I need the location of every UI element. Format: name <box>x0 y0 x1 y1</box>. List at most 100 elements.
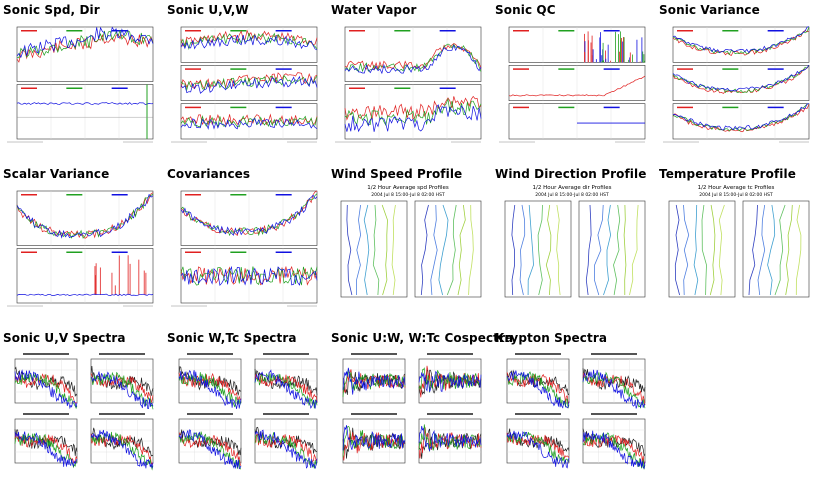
spectrum-line <box>582 434 646 465</box>
plot-thumbnail[interactable]: 1/2 Hour Average dir Profiles 2004 Jul 8 … <box>495 181 650 309</box>
plot-panel[interactable]: Wind Speed Profile 1/2 Hour Average spd P… <box>331 167 491 315</box>
panel-title[interactable]: Sonic U,V Spectra <box>3 331 126 345</box>
spectrum-line <box>506 431 570 464</box>
spectrum-line <box>178 372 242 401</box>
spectrum-line <box>90 373 154 403</box>
plot-thumbnail[interactable] <box>3 17 158 145</box>
legend-swatch <box>603 106 620 109</box>
panel-title[interactable]: Sonic U,V,W <box>167 3 249 17</box>
panel-title[interactable]: Krypton Spectra <box>495 331 608 345</box>
panel-title[interactable]: Sonic W,Tc Spectra <box>167 331 297 345</box>
panel-title[interactable]: Temperature Profile <box>659 167 796 181</box>
profile-line <box>683 204 690 296</box>
plot-panel[interactable]: Sonic U,V Spectra <box>3 331 163 479</box>
legend-swatch <box>185 30 201 32</box>
spectrum-line <box>90 371 154 409</box>
profile-line <box>774 204 786 296</box>
profile-line <box>511 204 516 296</box>
legend-swatch <box>111 194 128 196</box>
profile-line <box>767 204 776 296</box>
series-line <box>180 32 318 51</box>
plot-panel[interactable]: Temperature Profile 1/2 Hour Average tc P… <box>659 167 819 315</box>
plot-thumbnail[interactable] <box>3 181 158 309</box>
spectrum-title <box>99 353 145 355</box>
legend-swatch <box>513 68 529 70</box>
legend-swatch <box>230 194 247 196</box>
spectrum-title <box>427 353 473 355</box>
plot-panel[interactable]: Sonic Spd, Dir <box>3 3 163 151</box>
panel-title[interactable]: Water Vapor <box>331 3 417 17</box>
panel-title[interactable]: Sonic Variance <box>659 3 760 17</box>
panel-title[interactable]: Sonic QC <box>495 3 556 17</box>
plot-panel[interactable]: Wind Direction Profile 1/2 Hour Average d… <box>495 167 655 315</box>
panel-title[interactable]: Covariances <box>167 167 251 181</box>
plot-panel[interactable]: Scalar Variance <box>3 167 163 315</box>
spectrum-line <box>418 370 482 393</box>
panel-title[interactable]: Wind Speed Profile <box>331 167 463 181</box>
legend-swatch <box>111 87 128 89</box>
legend-swatch <box>513 30 529 32</box>
plot-panel[interactable]: Sonic W,Tc Spectra <box>167 331 327 479</box>
plot-panel[interactable]: Sonic QC <box>495 3 655 151</box>
profile-line <box>629 204 639 296</box>
profile-line <box>420 204 429 296</box>
legend-swatch <box>111 251 128 253</box>
legend-swatch <box>439 30 456 32</box>
plot-thumbnail[interactable] <box>167 181 322 309</box>
series-line <box>672 64 810 92</box>
legend-swatch <box>603 68 620 70</box>
panel-title[interactable]: Scalar Variance <box>3 167 110 181</box>
legend-swatch <box>275 106 292 109</box>
legend-swatch <box>558 106 575 109</box>
spectrum-line <box>342 367 406 395</box>
plot-thumbnail[interactable] <box>167 17 322 145</box>
spectrum-line <box>90 429 154 469</box>
plot-thumbnail[interactable] <box>659 17 814 145</box>
profile-line <box>438 204 449 296</box>
plot-panel[interactable]: Sonic U,V,W <box>167 3 327 151</box>
plot-panel[interactable]: Water Vapor <box>331 3 491 151</box>
profile-caption: 1/2 Hour Average spd Profiles <box>367 185 449 191</box>
profile-caption-dates: 2004 Jul 8 15:00-Jul 8 02:00 HST <box>699 192 773 198</box>
spectrum-line <box>14 369 78 410</box>
spectrum-line <box>342 425 406 458</box>
plot-thumbnail[interactable] <box>331 345 486 473</box>
spectrum-title <box>591 413 637 415</box>
plot-thumbnail[interactable]: 1/2 Hour Average spd Profiles 2004 Jul 8 … <box>331 181 486 309</box>
profile-frame <box>504 200 572 298</box>
profile-frame <box>340 200 408 298</box>
plot-panel[interactable]: Sonic Variance <box>659 3 819 151</box>
profile-frame <box>578 200 646 298</box>
spectrum-line <box>90 371 154 410</box>
plot-thumbnail[interactable] <box>3 345 158 473</box>
spectrum-title <box>351 413 397 415</box>
panel-title[interactable]: Sonic Spd, Dir <box>3 3 100 17</box>
legend-swatch <box>21 87 37 89</box>
plot-thumbnail[interactable] <box>495 17 650 145</box>
spectrum-title <box>591 353 637 355</box>
plot-thumbnail[interactable] <box>167 345 322 473</box>
spectrum-line <box>14 432 78 469</box>
profile-line <box>430 204 438 296</box>
profile-line <box>519 204 526 296</box>
legend-swatch <box>21 251 37 253</box>
plot-panel[interactable]: Sonic U:W, W:Tc Cospectra <box>331 331 513 479</box>
plot-image <box>7 190 154 307</box>
spectrum-line <box>418 424 482 452</box>
panel-title[interactable]: Sonic U:W, W:Tc Cospectra <box>331 331 514 345</box>
plot-panel[interactable]: Covariances <box>167 167 327 315</box>
plot-image <box>171 26 318 143</box>
plot-panel[interactable]: Krypton Spectra <box>495 331 655 479</box>
series-line <box>180 72 318 90</box>
plot-thumbnail[interactable]: 1/2 Hour Average tc Profiles 2004 Jul 8 1… <box>659 181 814 309</box>
legend-swatch <box>767 106 784 109</box>
series-line <box>672 65 810 94</box>
spectrum-title <box>515 413 561 415</box>
spectrum-line <box>178 429 242 470</box>
series-line <box>672 30 810 56</box>
panel-title[interactable]: Wind Direction Profile <box>495 167 647 181</box>
plot-thumbnail[interactable] <box>495 345 650 473</box>
plot-thumbnail[interactable] <box>331 17 486 145</box>
